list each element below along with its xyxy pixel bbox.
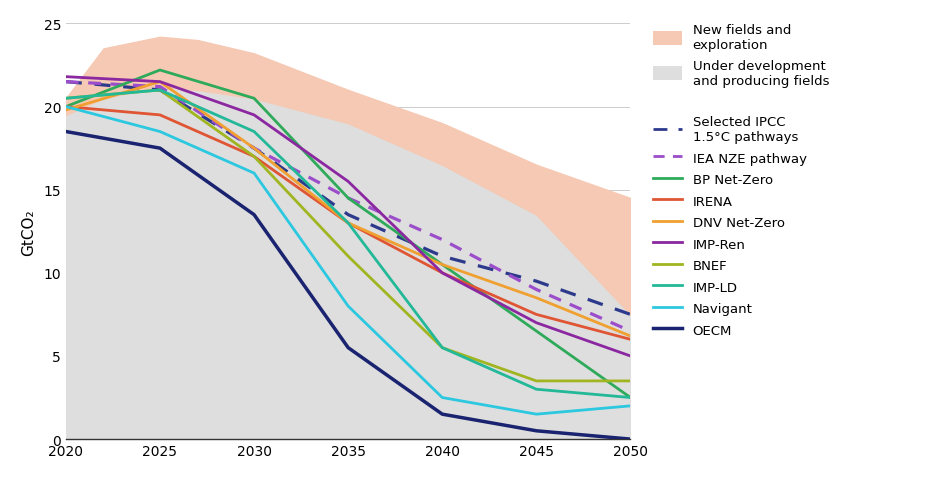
Y-axis label: GtCO₂: GtCO₂ — [22, 208, 37, 255]
Legend: New fields and
exploration, Under development
and producing fields, , Selected I: New fields and exploration, Under develo… — [653, 24, 829, 337]
